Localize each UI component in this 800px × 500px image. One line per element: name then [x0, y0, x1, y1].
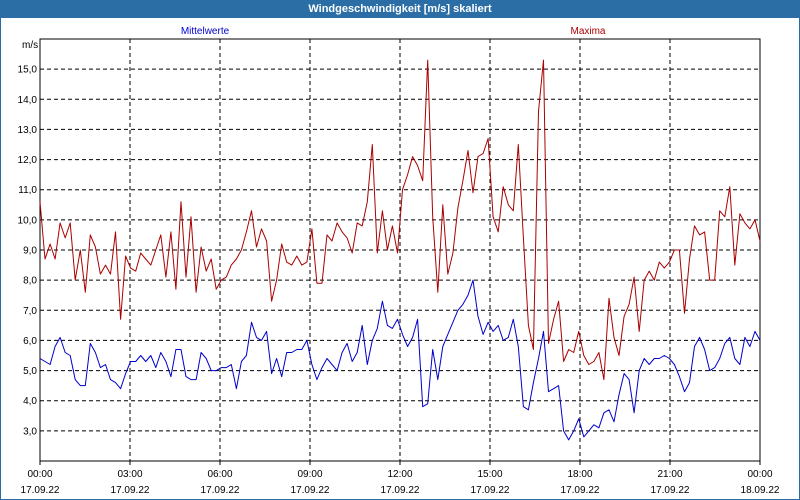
x-tick-time: 00:00 — [27, 469, 52, 480]
x-tick-date: 17.09.22 — [291, 485, 330, 496]
y-axis-ticks: 3,0 4,0 5,0 6,0 7,0 8,0 9,0 10,0 11,0 12,0 13,0 14,… — [18, 65, 38, 438]
y-tick-label: 12,0 — [18, 155, 38, 166]
y-tick-label: 9,0 — [23, 246, 37, 257]
x-tick-time: 06:00 — [207, 469, 232, 480]
x-tick-date: 17.09.22 — [381, 485, 420, 496]
legend-maxima: Maxima — [570, 26, 605, 37]
y-tick-label: 4,0 — [23, 396, 37, 407]
x-tick-date: 17.09.22 — [21, 485, 60, 496]
y-tick-label: 15,0 — [18, 65, 38, 76]
x-axis-ticks: 00:00 17.09.22 03:00 17.09.22 06:00 17.09.22 0… — [21, 461, 780, 496]
x-tick-date: 17.09.22 — [561, 485, 600, 496]
y-tick-label: 11,0 — [18, 185, 37, 196]
x-tick-time: 18:00 — [567, 469, 592, 480]
y-tick-label: 8,0 — [23, 276, 37, 287]
y-axis-unit-label: m/s — [22, 40, 38, 51]
series-line-maxima — [39, 59, 761, 381]
grid-lines — [40, 39, 760, 461]
x-tick-time: 09:00 — [297, 469, 322, 480]
legend: Mittelwerte Maxima — [181, 26, 606, 37]
y-tick-label: 10,0 — [18, 215, 38, 226]
x-tick-date: 17.09.22 — [111, 485, 150, 496]
legend-mittelwerte: Mittelwerte — [181, 26, 230, 37]
y-tick-label: 13,0 — [18, 125, 38, 136]
chart-title: Windgeschwindigkeit [m/s] skaliert — [0, 0, 800, 18]
y-tick-label: 5,0 — [23, 366, 37, 377]
y-tick-label: 6,0 — [23, 336, 37, 347]
series-line-mittelwerte — [39, 279, 761, 441]
x-tick-date: 17.09.22 — [471, 485, 510, 496]
y-tick-label: 14,0 — [18, 95, 38, 106]
x-tick-date: 17.09.22 — [651, 485, 690, 496]
y-tick-label: 7,0 — [23, 306, 37, 317]
x-tick-time: 21:00 — [657, 469, 682, 480]
series-lines — [39, 59, 761, 441]
x-tick-date: 17.09.22 — [201, 485, 240, 496]
x-tick-time: 12:00 — [387, 469, 412, 480]
x-tick-time: 03:00 — [117, 469, 142, 480]
x-tick-time: 00:00 — [747, 469, 772, 480]
x-tick-date: 18.09.22 — [741, 485, 780, 496]
y-tick-label: 3,0 — [23, 426, 37, 437]
x-tick-time: 15:00 — [477, 469, 502, 480]
